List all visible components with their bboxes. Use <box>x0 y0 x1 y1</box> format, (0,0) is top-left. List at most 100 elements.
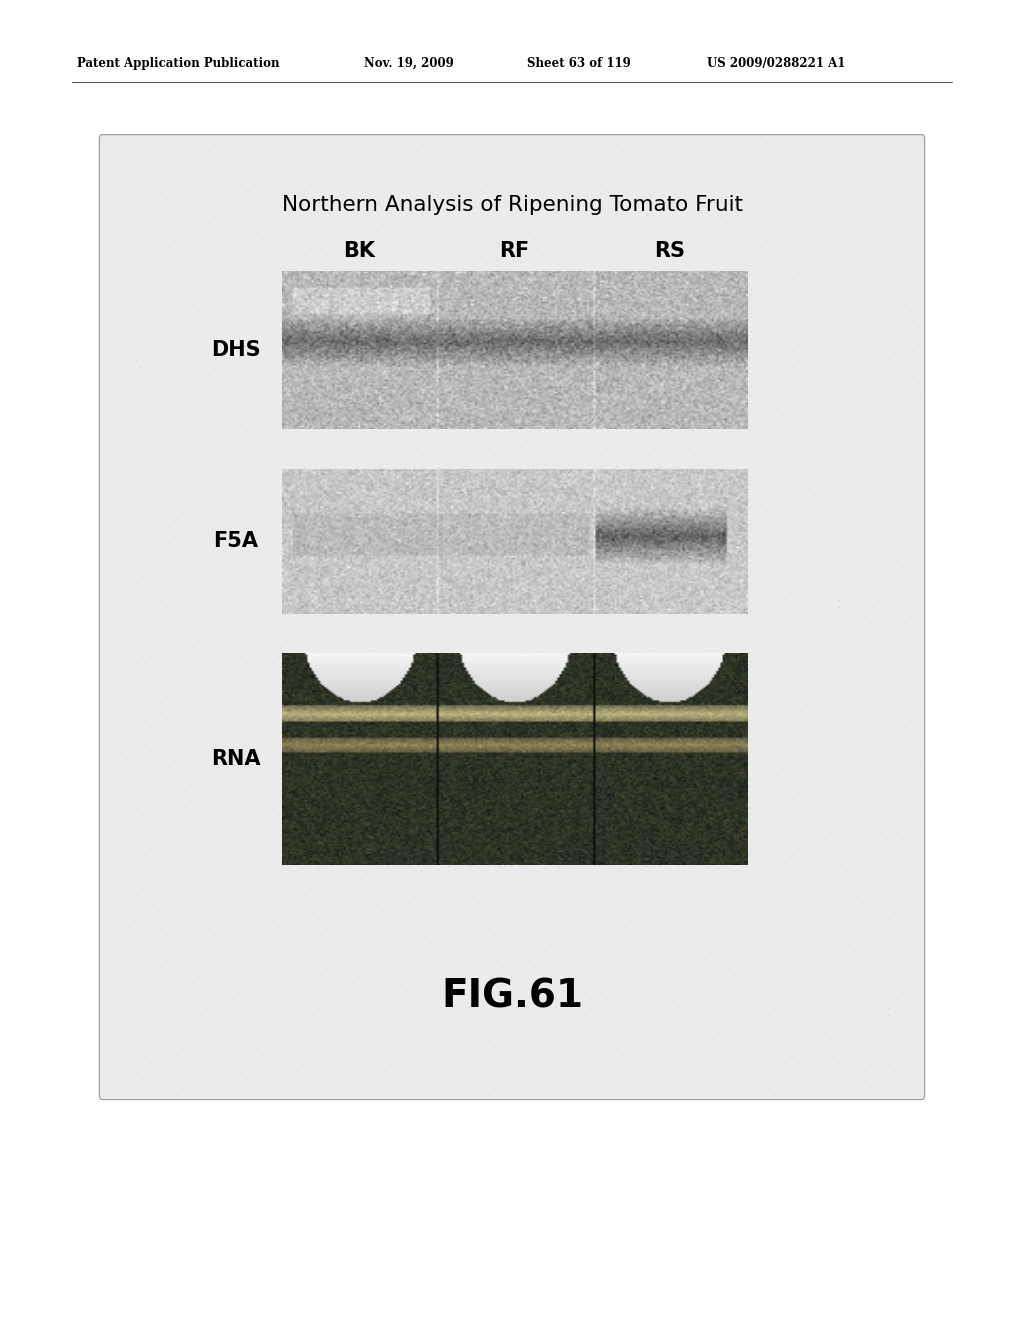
Point <box>550 546 566 568</box>
Point <box>727 236 743 257</box>
Point <box>625 880 641 902</box>
Point <box>100 614 117 635</box>
Point <box>596 825 612 846</box>
Point <box>357 1061 374 1082</box>
Point <box>401 867 418 888</box>
Point <box>98 317 115 338</box>
Point <box>892 1068 908 1089</box>
Point <box>891 531 907 552</box>
Point <box>846 795 862 816</box>
Point <box>595 343 611 364</box>
Point <box>460 738 476 759</box>
Point <box>492 752 508 774</box>
Point <box>429 305 445 326</box>
Point <box>236 222 252 243</box>
Point <box>175 870 191 891</box>
Point <box>161 131 177 152</box>
Point <box>369 883 385 904</box>
Point <box>414 528 430 549</box>
Point <box>311 639 328 660</box>
Point <box>878 685 894 706</box>
Point <box>654 1019 671 1040</box>
Point <box>162 614 178 635</box>
Point <box>429 222 445 243</box>
Point <box>655 356 672 378</box>
Point <box>805 1061 821 1082</box>
Point <box>518 139 535 160</box>
Point <box>506 447 522 469</box>
Point <box>905 442 922 463</box>
Point <box>446 315 463 337</box>
Point <box>668 956 684 977</box>
Point <box>683 785 699 807</box>
Point <box>264 652 281 673</box>
Point <box>608 301 625 322</box>
Point <box>207 147 223 168</box>
Point <box>549 346 565 367</box>
Point <box>398 356 415 378</box>
Point <box>696 603 713 624</box>
Point <box>171 447 187 469</box>
Point <box>592 174 608 195</box>
Point <box>96 771 113 792</box>
Point <box>353 145 370 166</box>
Point <box>401 941 418 962</box>
Point <box>97 1063 114 1084</box>
Point <box>101 164 118 185</box>
Point <box>881 657 897 678</box>
Point <box>881 694 897 715</box>
Point <box>114 669 130 690</box>
Point <box>848 842 864 863</box>
Point <box>653 738 670 759</box>
Point <box>296 783 312 804</box>
Point <box>158 966 174 987</box>
Point <box>221 880 238 902</box>
Point <box>220 933 237 954</box>
Point <box>129 557 145 578</box>
Point <box>401 655 418 676</box>
Point <box>802 826 818 847</box>
Point <box>472 838 488 859</box>
Point <box>547 376 563 397</box>
Point <box>383 161 399 182</box>
Point <box>457 912 473 933</box>
Point <box>474 385 490 407</box>
Point <box>429 895 445 916</box>
Point <box>547 389 563 411</box>
Point <box>173 639 189 660</box>
Point <box>536 305 552 326</box>
Point <box>642 232 658 253</box>
Point <box>457 598 473 619</box>
Point <box>804 871 820 892</box>
Point <box>461 854 477 875</box>
Point <box>516 601 532 622</box>
Point <box>142 954 159 975</box>
Point <box>611 993 628 1014</box>
Point <box>282 504 298 525</box>
Point <box>248 359 264 380</box>
Point <box>909 137 926 158</box>
Point <box>625 713 641 734</box>
Point <box>310 738 327 759</box>
Point <box>337 870 353 891</box>
Point <box>176 243 193 264</box>
Point <box>266 218 283 239</box>
Point <box>878 301 894 322</box>
Point <box>847 962 863 983</box>
Point <box>100 488 117 510</box>
Point <box>770 952 786 973</box>
Point <box>666 1006 682 1027</box>
Point <box>760 729 776 750</box>
Point <box>386 515 402 536</box>
Point <box>683 429 699 450</box>
Point <box>882 754 898 775</box>
Point <box>534 131 550 152</box>
Point <box>849 273 865 294</box>
Point <box>746 459 763 480</box>
Point <box>207 822 223 843</box>
Point <box>627 218 643 239</box>
Point <box>487 949 504 970</box>
Point <box>877 475 893 496</box>
Point <box>475 280 492 301</box>
Point <box>682 952 698 973</box>
